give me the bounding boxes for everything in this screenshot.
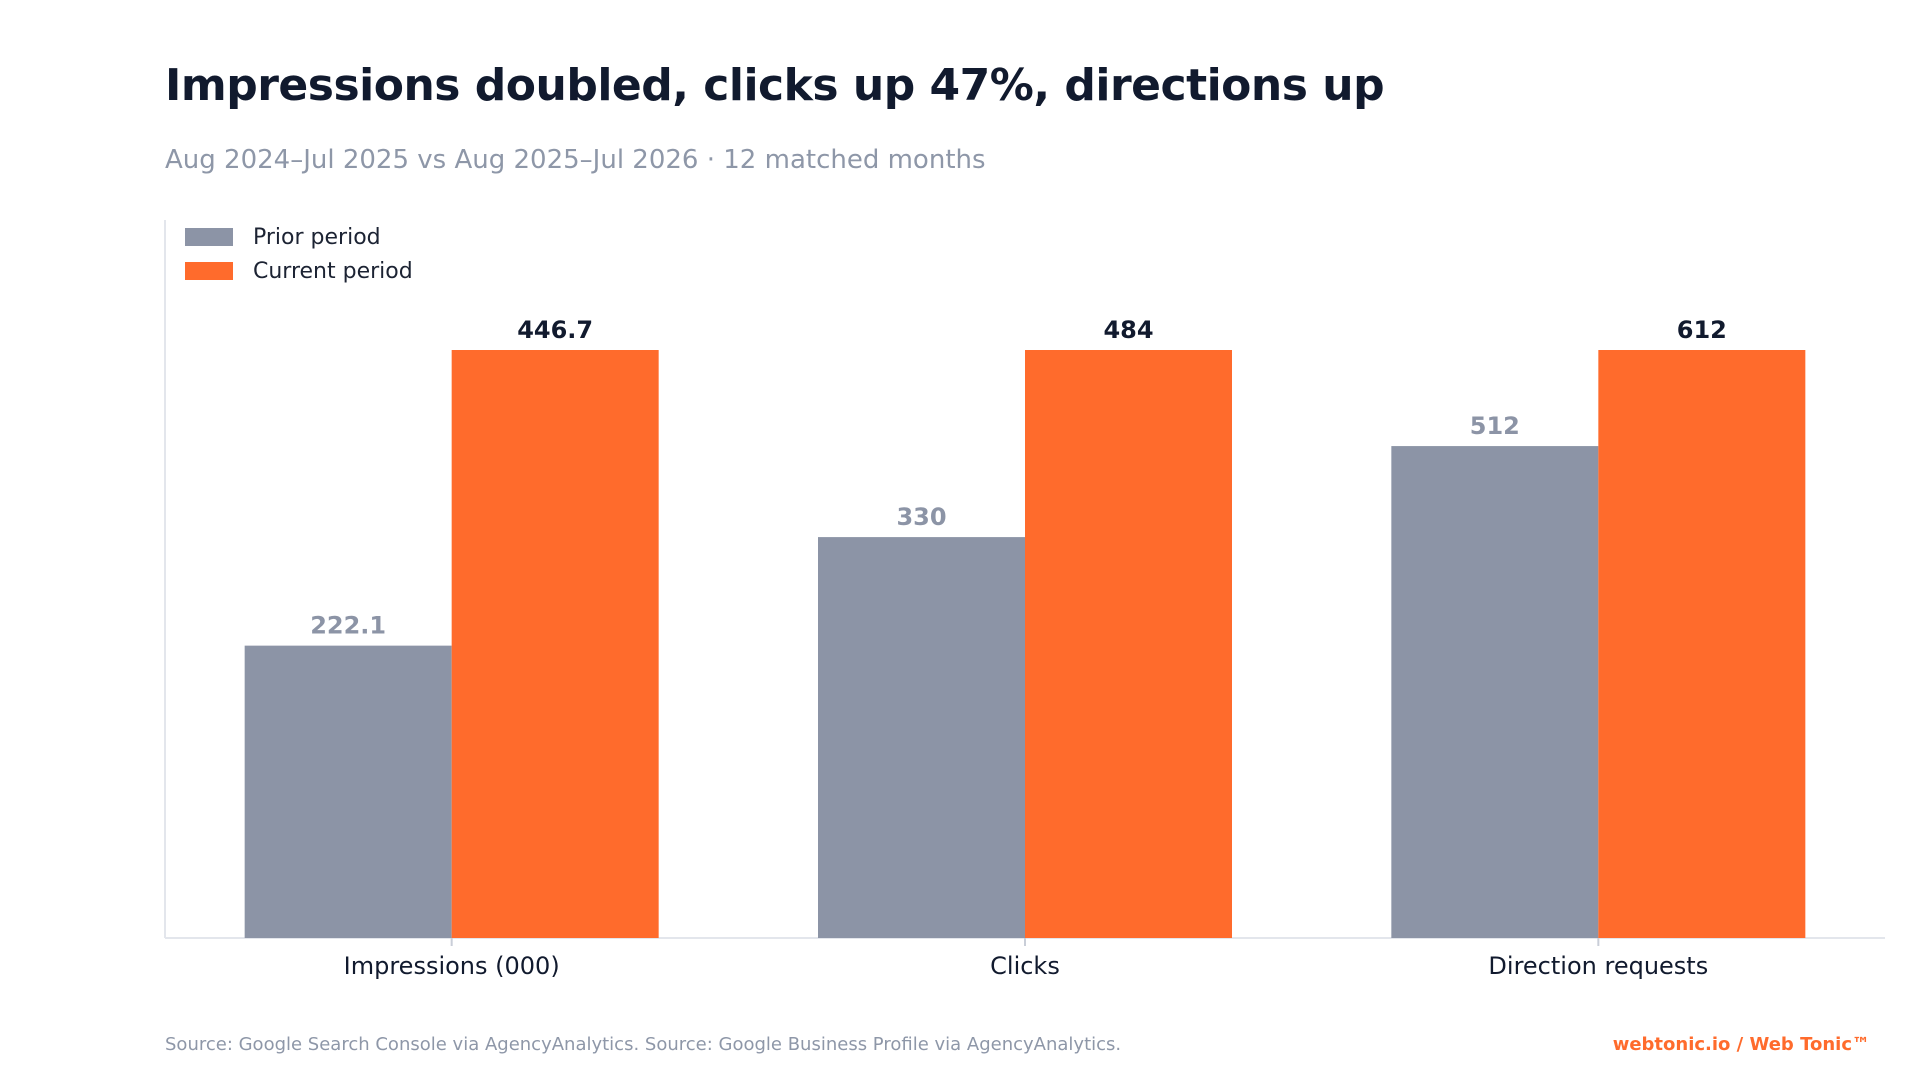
chart-subtitle: Aug 2024–Jul 2025 vs Aug 2025–Jul 2026 ·… xyxy=(165,145,986,175)
data-label-prior-2: 512 xyxy=(1470,412,1520,440)
bar-prior-1 xyxy=(818,537,1025,938)
bar-current-2 xyxy=(1598,350,1806,938)
legend-swatch-prior xyxy=(185,228,233,246)
data-label-prior-1: 330 xyxy=(896,503,946,531)
x-tick-label-1: Clicks xyxy=(990,952,1060,980)
x-tick-label-2: Direction requests xyxy=(1488,952,1708,980)
legend-swatch-current xyxy=(185,262,233,280)
legend-label-prior: Prior period xyxy=(253,224,381,250)
legend-item-current: Current period xyxy=(185,254,413,288)
x-tick-label-0: Impressions (000) xyxy=(344,952,560,980)
data-label-current-1: 484 xyxy=(1103,316,1153,344)
data-label-prior-0: 222.1 xyxy=(310,612,386,640)
bar-current-1 xyxy=(1025,350,1232,938)
data-label-current-2: 612 xyxy=(1677,316,1727,344)
legend-label-current: Current period xyxy=(253,258,413,284)
source-note: Source: Google Search Console via Agency… xyxy=(165,1034,1122,1055)
legend: Prior period Current period xyxy=(185,220,413,288)
bar-prior-0 xyxy=(244,645,452,938)
data-label-current-0: 446.7 xyxy=(517,316,593,344)
brand-credit: webtonic.io / Web Tonic™ xyxy=(1612,1034,1870,1055)
bar-current-0 xyxy=(451,350,659,938)
legend-item-prior: Prior period xyxy=(185,220,413,254)
bar-prior-2 xyxy=(1391,446,1599,938)
chart-title: Impressions doubled, clicks up 47%, dire… xyxy=(165,60,1385,111)
